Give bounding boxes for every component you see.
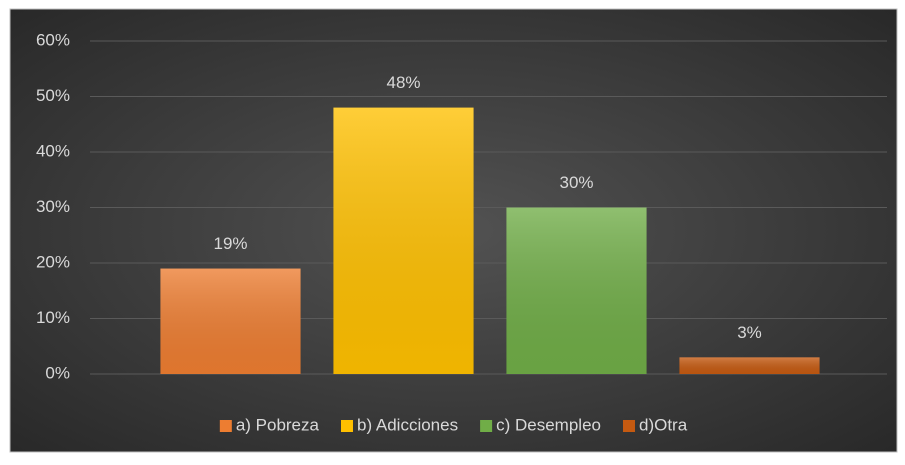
y-tick-label: 60%	[36, 30, 70, 49]
bar	[160, 268, 301, 374]
legend-label: d)Otra	[639, 415, 688, 434]
y-tick-label: 20%	[36, 252, 70, 271]
legend-label: c) Desempleo	[496, 415, 601, 434]
data-label: 48%	[386, 73, 420, 92]
data-label: 30%	[559, 173, 593, 192]
data-label: 3%	[737, 323, 762, 342]
legend-swatch	[219, 420, 232, 432]
bar	[506, 207, 647, 374]
y-tick-label: 0%	[45, 363, 70, 382]
legend-label: a) Pobreza	[236, 415, 320, 434]
data-label: 19%	[213, 234, 247, 253]
y-tick-label: 40%	[36, 141, 70, 160]
bar	[679, 357, 820, 374]
legend-swatch	[340, 420, 353, 432]
y-tick-label: 30%	[36, 197, 70, 216]
y-tick-label: 10%	[36, 308, 70, 327]
legend-label: b) Adicciones	[357, 415, 458, 434]
legend-swatch	[622, 420, 635, 432]
legend-swatch	[480, 420, 493, 432]
bar	[333, 107, 474, 374]
y-tick-label: 50%	[36, 86, 70, 105]
